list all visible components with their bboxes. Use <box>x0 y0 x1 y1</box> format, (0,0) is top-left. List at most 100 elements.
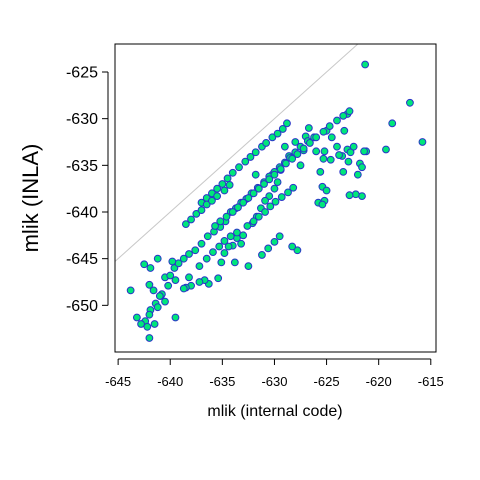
data-point <box>340 126 349 135</box>
data-point <box>283 119 291 128</box>
data-point <box>209 248 217 257</box>
data-point <box>234 203 242 212</box>
data-point <box>265 175 274 184</box>
data-point <box>293 150 302 159</box>
data-point <box>195 262 204 271</box>
data-point <box>149 286 158 295</box>
data-point <box>284 188 292 197</box>
data-point <box>220 249 229 257</box>
data-point <box>258 251 266 259</box>
data-point <box>140 260 149 269</box>
data-point <box>289 183 298 192</box>
data-point <box>215 242 224 251</box>
data-point <box>251 148 260 157</box>
data-point <box>132 313 141 322</box>
data-point <box>280 142 289 151</box>
data-point <box>293 246 302 255</box>
y-tick-label: -635 <box>66 158 98 175</box>
x-tick-label: -625 <box>314 374 340 389</box>
data-point <box>145 334 154 342</box>
y-axis: -650 -645 -640 -635 -630 -625 <box>66 65 109 315</box>
data-point <box>228 168 237 177</box>
data-point <box>168 257 177 266</box>
data-point <box>137 320 145 328</box>
data-point <box>166 271 175 280</box>
data-point <box>254 212 263 221</box>
data-point <box>327 133 336 142</box>
data-point <box>244 262 253 271</box>
x-axis-title: mlik (internal code) <box>207 403 342 420</box>
y-tick-label: -625 <box>66 65 98 82</box>
data-points-layer <box>126 60 427 342</box>
data-point <box>179 284 188 293</box>
data-point <box>222 212 231 221</box>
data-point <box>361 60 370 69</box>
data-point <box>312 133 321 142</box>
data-point <box>230 258 239 267</box>
data-point <box>187 215 195 224</box>
data-point <box>382 145 390 154</box>
data-point <box>217 258 226 267</box>
data-point <box>185 273 193 282</box>
data-point <box>291 138 300 146</box>
data-point <box>224 242 233 251</box>
y-axis-title: mlik (INLA) <box>18 144 43 253</box>
data-point <box>237 239 246 248</box>
y-tick-label: -630 <box>66 111 98 128</box>
data-point <box>264 244 273 253</box>
data-point <box>351 190 360 199</box>
data-point <box>262 139 271 147</box>
data-point <box>261 196 269 205</box>
data-point <box>320 147 329 156</box>
data-point <box>316 167 325 176</box>
data-point <box>239 198 248 207</box>
data-point <box>319 154 328 163</box>
data-point <box>273 129 282 138</box>
data-point <box>216 217 225 226</box>
data-point <box>319 127 328 136</box>
data-point <box>261 208 269 216</box>
data-point <box>246 153 255 161</box>
data-point <box>345 191 354 200</box>
plot-frame <box>114 43 437 353</box>
data-point <box>211 222 219 230</box>
data-point <box>270 237 279 246</box>
data-point <box>288 154 297 163</box>
data-point <box>322 186 331 195</box>
data-point <box>143 322 152 331</box>
reference-line-layer <box>115 44 359 263</box>
x-tick-label: -635 <box>209 374 235 389</box>
data-point <box>273 178 282 187</box>
data-point <box>155 292 164 300</box>
x-tick-label: -630 <box>261 374 287 389</box>
data-point <box>220 237 229 245</box>
identity-reference-line <box>115 44 359 263</box>
y-tick-label: -645 <box>66 251 98 268</box>
data-point <box>185 250 193 258</box>
data-point <box>266 202 275 211</box>
data-point <box>220 186 229 195</box>
data-point <box>326 155 335 164</box>
data-point <box>179 254 188 263</box>
data-point <box>164 281 173 290</box>
data-point <box>225 181 234 189</box>
data-point <box>325 122 334 131</box>
data-point <box>344 157 353 166</box>
data-point <box>243 222 252 230</box>
data-point <box>213 192 222 201</box>
data-point <box>339 111 348 120</box>
data-point <box>218 180 227 188</box>
data-point <box>276 165 285 173</box>
data-point <box>278 125 287 133</box>
data-point <box>360 147 368 156</box>
data-point <box>270 170 279 179</box>
data-point <box>249 217 258 226</box>
data-point <box>226 232 235 241</box>
data-point <box>181 220 190 229</box>
data-point <box>171 313 180 322</box>
data-point <box>388 119 397 128</box>
data-point <box>251 170 260 179</box>
data-point <box>268 133 277 142</box>
data-point <box>249 189 258 198</box>
